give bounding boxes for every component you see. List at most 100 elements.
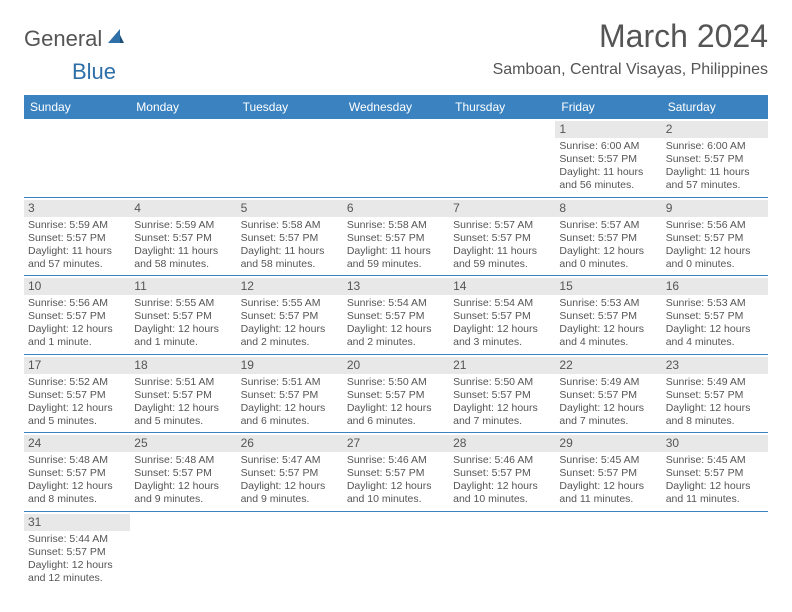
day-number: 20 — [343, 357, 449, 374]
daylight1-text: Daylight: 12 hours — [28, 559, 126, 572]
calendar-cell: 10Sunrise: 5:56 AMSunset: 5:57 PMDayligh… — [24, 276, 130, 354]
daylight1-text: Daylight: 12 hours — [347, 402, 445, 415]
sunset-text: Sunset: 5:57 PM — [28, 467, 126, 480]
daylight1-text: Daylight: 12 hours — [559, 245, 657, 258]
day-header: Thursday — [449, 95, 555, 119]
sunset-text: Sunset: 5:57 PM — [453, 232, 551, 245]
week-row: 31Sunrise: 5:44 AMSunset: 5:57 PMDayligh… — [24, 512, 768, 590]
daylight1-text: Daylight: 11 hours — [666, 166, 764, 179]
sunset-text: Sunset: 5:57 PM — [28, 232, 126, 245]
day-number: 30 — [662, 435, 768, 452]
sunrise-text: Sunrise: 5:53 AM — [666, 297, 764, 310]
daylight2-text: and 11 minutes. — [559, 493, 657, 506]
day-number: 10 — [24, 278, 130, 295]
daylight1-text: Daylight: 12 hours — [28, 402, 126, 415]
calendar-cell: 25Sunrise: 5:48 AMSunset: 5:57 PMDayligh… — [130, 433, 236, 511]
calendar-cell: 8Sunrise: 5:57 AMSunset: 5:57 PMDaylight… — [555, 198, 661, 276]
day-number: 29 — [555, 435, 661, 452]
day-number: 25 — [130, 435, 236, 452]
day-number: 14 — [449, 278, 555, 295]
daylight2-text: and 10 minutes. — [453, 493, 551, 506]
calendar-cell: 5Sunrise: 5:58 AMSunset: 5:57 PMDaylight… — [237, 198, 343, 276]
calendar-cell: 9Sunrise: 5:56 AMSunset: 5:57 PMDaylight… — [662, 198, 768, 276]
day-number: 21 — [449, 357, 555, 374]
daylight2-text: and 6 minutes. — [347, 415, 445, 428]
sunrise-text: Sunrise: 5:51 AM — [134, 376, 232, 389]
sunset-text: Sunset: 5:57 PM — [666, 467, 764, 480]
daylight2-text: and 9 minutes. — [134, 493, 232, 506]
sunrise-text: Sunrise: 6:00 AM — [666, 140, 764, 153]
day-number: 19 — [237, 357, 343, 374]
day-number: 15 — [555, 278, 661, 295]
sunset-text: Sunset: 5:57 PM — [241, 310, 339, 323]
daylight1-text: Daylight: 12 hours — [347, 323, 445, 336]
title-block: March 2024 Samboan, Central Visayas, Phi… — [493, 18, 768, 79]
week-row: 3Sunrise: 5:59 AMSunset: 5:57 PMDaylight… — [24, 198, 768, 277]
calendar-cell: 26Sunrise: 5:47 AMSunset: 5:57 PMDayligh… — [237, 433, 343, 511]
sunrise-text: Sunrise: 5:56 AM — [28, 297, 126, 310]
calendar-cell — [130, 119, 236, 197]
daylight1-text: Daylight: 12 hours — [134, 480, 232, 493]
daylight1-text: Daylight: 12 hours — [134, 323, 232, 336]
daylight1-text: Daylight: 12 hours — [666, 402, 764, 415]
sunrise-text: Sunrise: 5:59 AM — [134, 219, 232, 232]
calendar-cell: 3Sunrise: 5:59 AMSunset: 5:57 PMDaylight… — [24, 198, 130, 276]
daylight2-text: and 57 minutes. — [28, 258, 126, 271]
calendar-cell — [555, 512, 661, 590]
sunrise-text: Sunrise: 5:57 AM — [453, 219, 551, 232]
sunrise-text: Sunrise: 5:54 AM — [453, 297, 551, 310]
sunrise-text: Sunrise: 5:59 AM — [28, 219, 126, 232]
daylight2-text: and 2 minutes. — [241, 336, 339, 349]
sunrise-text: Sunrise: 5:48 AM — [134, 454, 232, 467]
brand-text-2: Blue — [72, 59, 116, 84]
calendar-cell — [24, 119, 130, 197]
calendar-cell: 27Sunrise: 5:46 AMSunset: 5:57 PMDayligh… — [343, 433, 449, 511]
sunrise-text: Sunrise: 5:50 AM — [347, 376, 445, 389]
sunrise-text: Sunrise: 5:57 AM — [559, 219, 657, 232]
sunset-text: Sunset: 5:57 PM — [666, 232, 764, 245]
day-headers: SundayMondayTuesdayWednesdayThursdayFrid… — [24, 95, 768, 119]
calendar-cell: 30Sunrise: 5:45 AMSunset: 5:57 PMDayligh… — [662, 433, 768, 511]
sunset-text: Sunset: 5:57 PM — [453, 467, 551, 480]
calendar-cell: 13Sunrise: 5:54 AMSunset: 5:57 PMDayligh… — [343, 276, 449, 354]
daylight1-text: Daylight: 12 hours — [28, 480, 126, 493]
sunrise-text: Sunrise: 5:50 AM — [453, 376, 551, 389]
daylight1-text: Daylight: 12 hours — [241, 480, 339, 493]
week-row: 10Sunrise: 5:56 AMSunset: 5:57 PMDayligh… — [24, 276, 768, 355]
day-number: 17 — [24, 357, 130, 374]
day-number: 3 — [24, 200, 130, 217]
sunrise-text: Sunrise: 5:48 AM — [28, 454, 126, 467]
day-header: Saturday — [662, 95, 768, 119]
day-number: 11 — [130, 278, 236, 295]
sunset-text: Sunset: 5:57 PM — [666, 310, 764, 323]
sunset-text: Sunset: 5:57 PM — [134, 310, 232, 323]
sunset-text: Sunset: 5:57 PM — [347, 389, 445, 402]
calendar-cell: 12Sunrise: 5:55 AMSunset: 5:57 PMDayligh… — [237, 276, 343, 354]
sunset-text: Sunset: 5:57 PM — [28, 546, 126, 559]
brand-text-1: General — [24, 26, 102, 52]
day-number: 24 — [24, 435, 130, 452]
sunrise-text: Sunrise: 5:53 AM — [559, 297, 657, 310]
daylight2-text: and 58 minutes. — [241, 258, 339, 271]
day-number: 13 — [343, 278, 449, 295]
calendar-cell: 20 Sunrise: 5:50 AMSunset: 5:57 PMDayligh… — [343, 355, 449, 433]
day-header: Sunday — [24, 95, 130, 119]
calendar-cell: 23Sunrise: 5:49 AMSunset: 5:57 PMDayligh… — [662, 355, 768, 433]
calendar-cell — [343, 512, 449, 590]
daylight2-text: and 10 minutes. — [347, 493, 445, 506]
calendar-cell: 29Sunrise: 5:45 AMSunset: 5:57 PMDayligh… — [555, 433, 661, 511]
day-header: Tuesday — [237, 95, 343, 119]
calendar-cell: 1Sunrise: 6:00 AMSunset: 5:57 PMDaylight… — [555, 119, 661, 197]
day-number: 1 — [555, 121, 661, 138]
sunset-text: Sunset: 5:57 PM — [241, 467, 339, 480]
sunrise-text: Sunrise: 5:51 AM — [241, 376, 339, 389]
sunrise-text: Sunrise: 5:58 AM — [347, 219, 445, 232]
calendar-cell: 28Sunrise: 5:46 AMSunset: 5:57 PMDayligh… — [449, 433, 555, 511]
sunset-text: Sunset: 5:57 PM — [559, 389, 657, 402]
calendar-weeks: 1Sunrise: 6:00 AMSunset: 5:57 PMDaylight… — [24, 119, 768, 589]
day-number: 7 — [449, 200, 555, 217]
sunset-text: Sunset: 5:57 PM — [347, 232, 445, 245]
sunrise-text: Sunrise: 5:46 AM — [347, 454, 445, 467]
day-number: 9 — [662, 200, 768, 217]
daylight2-text: and 7 minutes. — [559, 415, 657, 428]
